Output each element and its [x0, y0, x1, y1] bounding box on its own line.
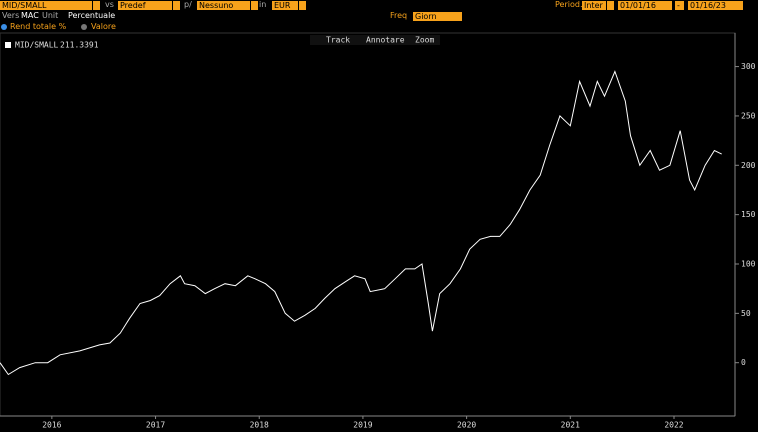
- x-tick-label: 2020: [457, 421, 476, 430]
- value[interactable]: MAC: [21, 11, 39, 20]
- y-tick-label: 300: [741, 62, 756, 71]
- end-date[interactable]: 01/16/23: [688, 1, 743, 10]
- label: in: [259, 0, 267, 9]
- chart-toolbar: [310, 35, 440, 45]
- start-date[interactable]: 01/01/16: [618, 1, 672, 10]
- y-tick-label: 150: [741, 210, 756, 219]
- plot-frame: [0, 32, 736, 417]
- currency-field[interactable]: EUR: [272, 1, 298, 10]
- x-tick-label: 2021: [561, 421, 580, 430]
- per-field[interactable]: Nessuno: [197, 1, 250, 10]
- tool[interactable]: Annotare: [366, 36, 405, 45]
- dropdown[interactable]: [251, 1, 258, 10]
- x-tick-label: 2019: [353, 421, 372, 430]
- legend-swatch: [5, 42, 11, 48]
- label: Unit: [42, 11, 59, 20]
- legend-name: MID/SMALL: [15, 41, 59, 50]
- y-tick-label: 200: [741, 161, 756, 170]
- y-tick-label: 250: [741, 111, 756, 120]
- x-tick-label: 2017: [146, 421, 165, 430]
- radio-label[interactable]: Rend totale %: [10, 22, 67, 31]
- x-tick-label: 2016: [42, 421, 61, 430]
- x-tick-label: 2022: [664, 421, 683, 430]
- radio-label[interactable]: Valore: [91, 22, 116, 31]
- radio-on[interactable]: [1, 24, 7, 30]
- dropdown[interactable]: [607, 1, 614, 10]
- dropdown[interactable]: [173, 1, 180, 10]
- label: Vers: [2, 11, 20, 20]
- dropdown[interactable]: [93, 1, 100, 10]
- label: Freq: [390, 11, 408, 20]
- label: vs: [105, 0, 114, 9]
- x-tick-label: 2018: [250, 421, 269, 430]
- freq-field[interactable]: Giorn: [413, 12, 462, 21]
- tool[interactable]: Track: [326, 36, 350, 45]
- radio-off[interactable]: [81, 24, 87, 30]
- value[interactable]: Percentuale: [68, 11, 116, 20]
- y-tick-label: 50: [741, 309, 751, 318]
- dropdown[interactable]: [299, 1, 306, 10]
- tool[interactable]: Zoom: [415, 36, 434, 45]
- y-tick-label: 0: [741, 358, 746, 367]
- dash: -: [675, 1, 684, 10]
- compare-field[interactable]: Predef (None): [118, 1, 172, 19]
- y-tick-label: 100: [741, 259, 756, 268]
- period-field[interactable]: Inter: [582, 1, 606, 10]
- legend-value: 211.3391: [60, 41, 99, 50]
- security-field[interactable]: MID/SMALL: [0, 1, 92, 10]
- line: [0, 70, 722, 376]
- label: Period.: [555, 0, 583, 9]
- label: p/: [184, 0, 192, 9]
